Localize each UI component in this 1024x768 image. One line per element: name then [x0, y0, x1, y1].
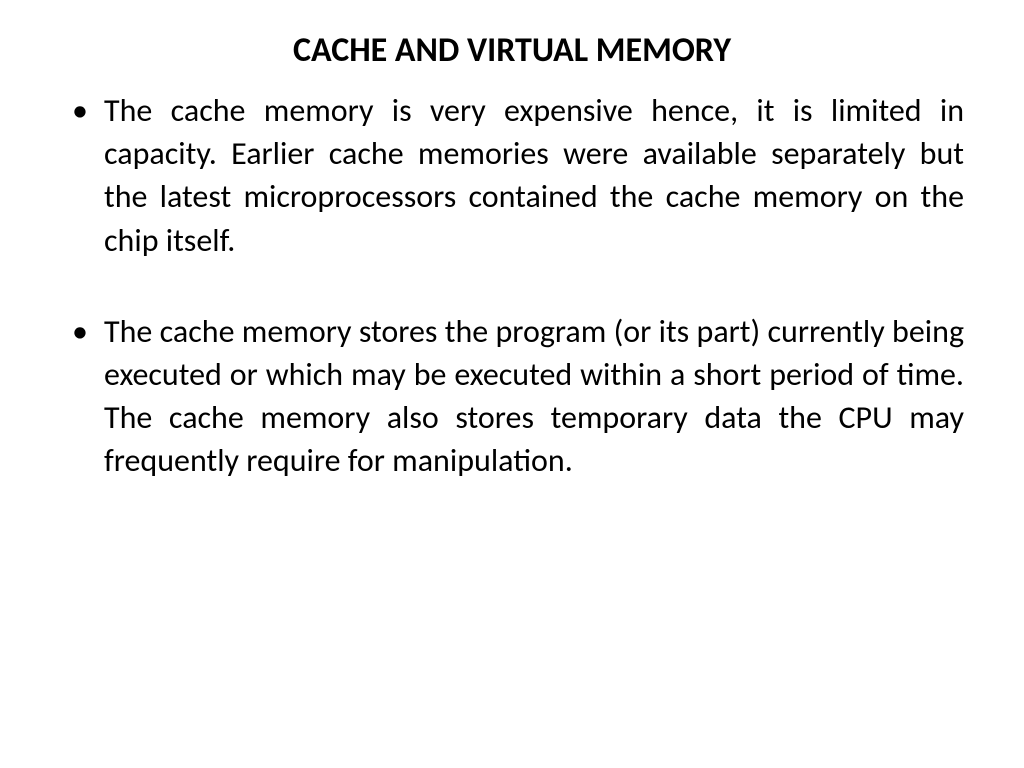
bullet-item: The cache memory stores the program (or … [60, 310, 964, 483]
slide-title: CACHE AND VIRTUAL MEMORY [60, 30, 964, 71]
bullet-item: The cache memory is very expensive hence… [60, 89, 964, 262]
bullet-list: The cache memory is very expensive hence… [60, 89, 964, 483]
